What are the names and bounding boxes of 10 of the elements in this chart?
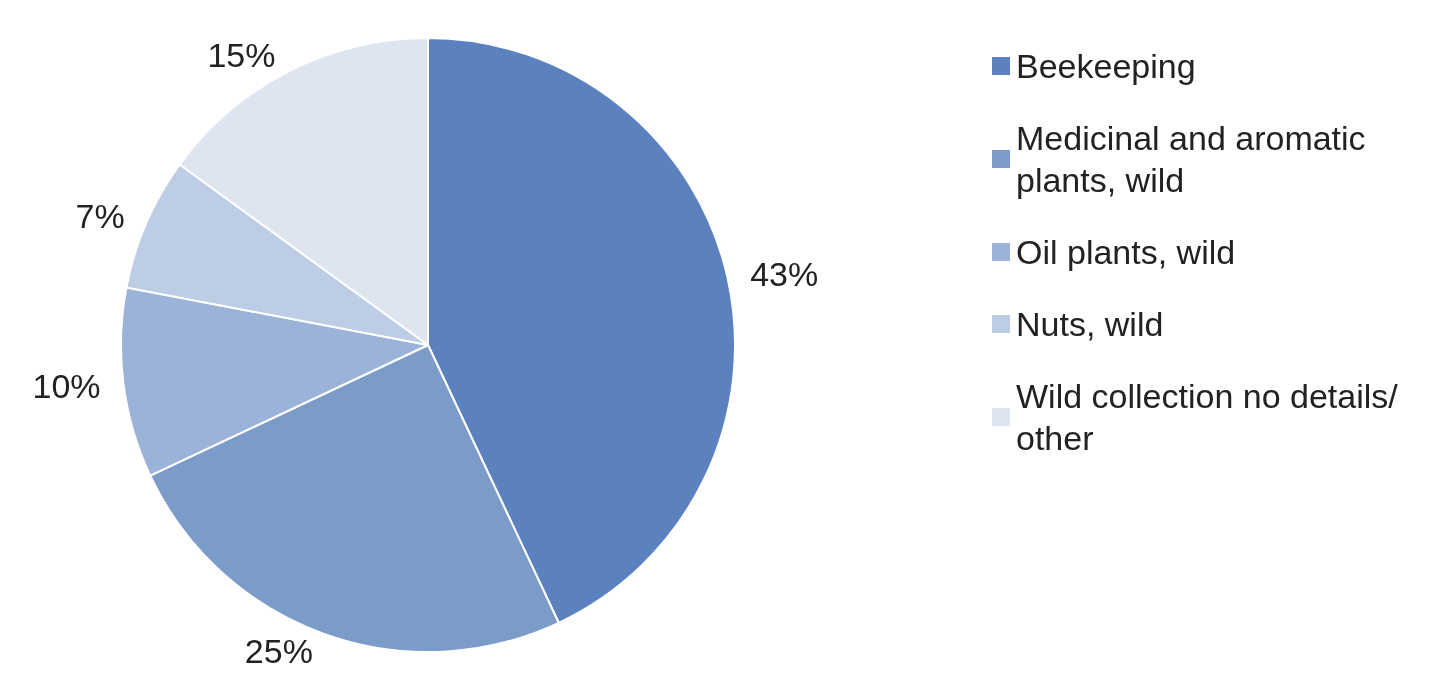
data-label: 10% [32,366,101,405]
data-label: 7% [75,196,125,235]
legend-label: Medicinal and aromatic plants, wild [1016,119,1376,199]
data-label: 43% [750,255,819,294]
data-label: 25% [244,631,313,670]
legend-label: Oil plants, wild [1016,233,1236,271]
legend-label: Wild collection no details/other [1016,377,1399,457]
legend-label: Nuts, wild [1016,305,1164,343]
legend-label: Beekeeping [1016,47,1196,85]
data-label: 15% [207,36,276,75]
